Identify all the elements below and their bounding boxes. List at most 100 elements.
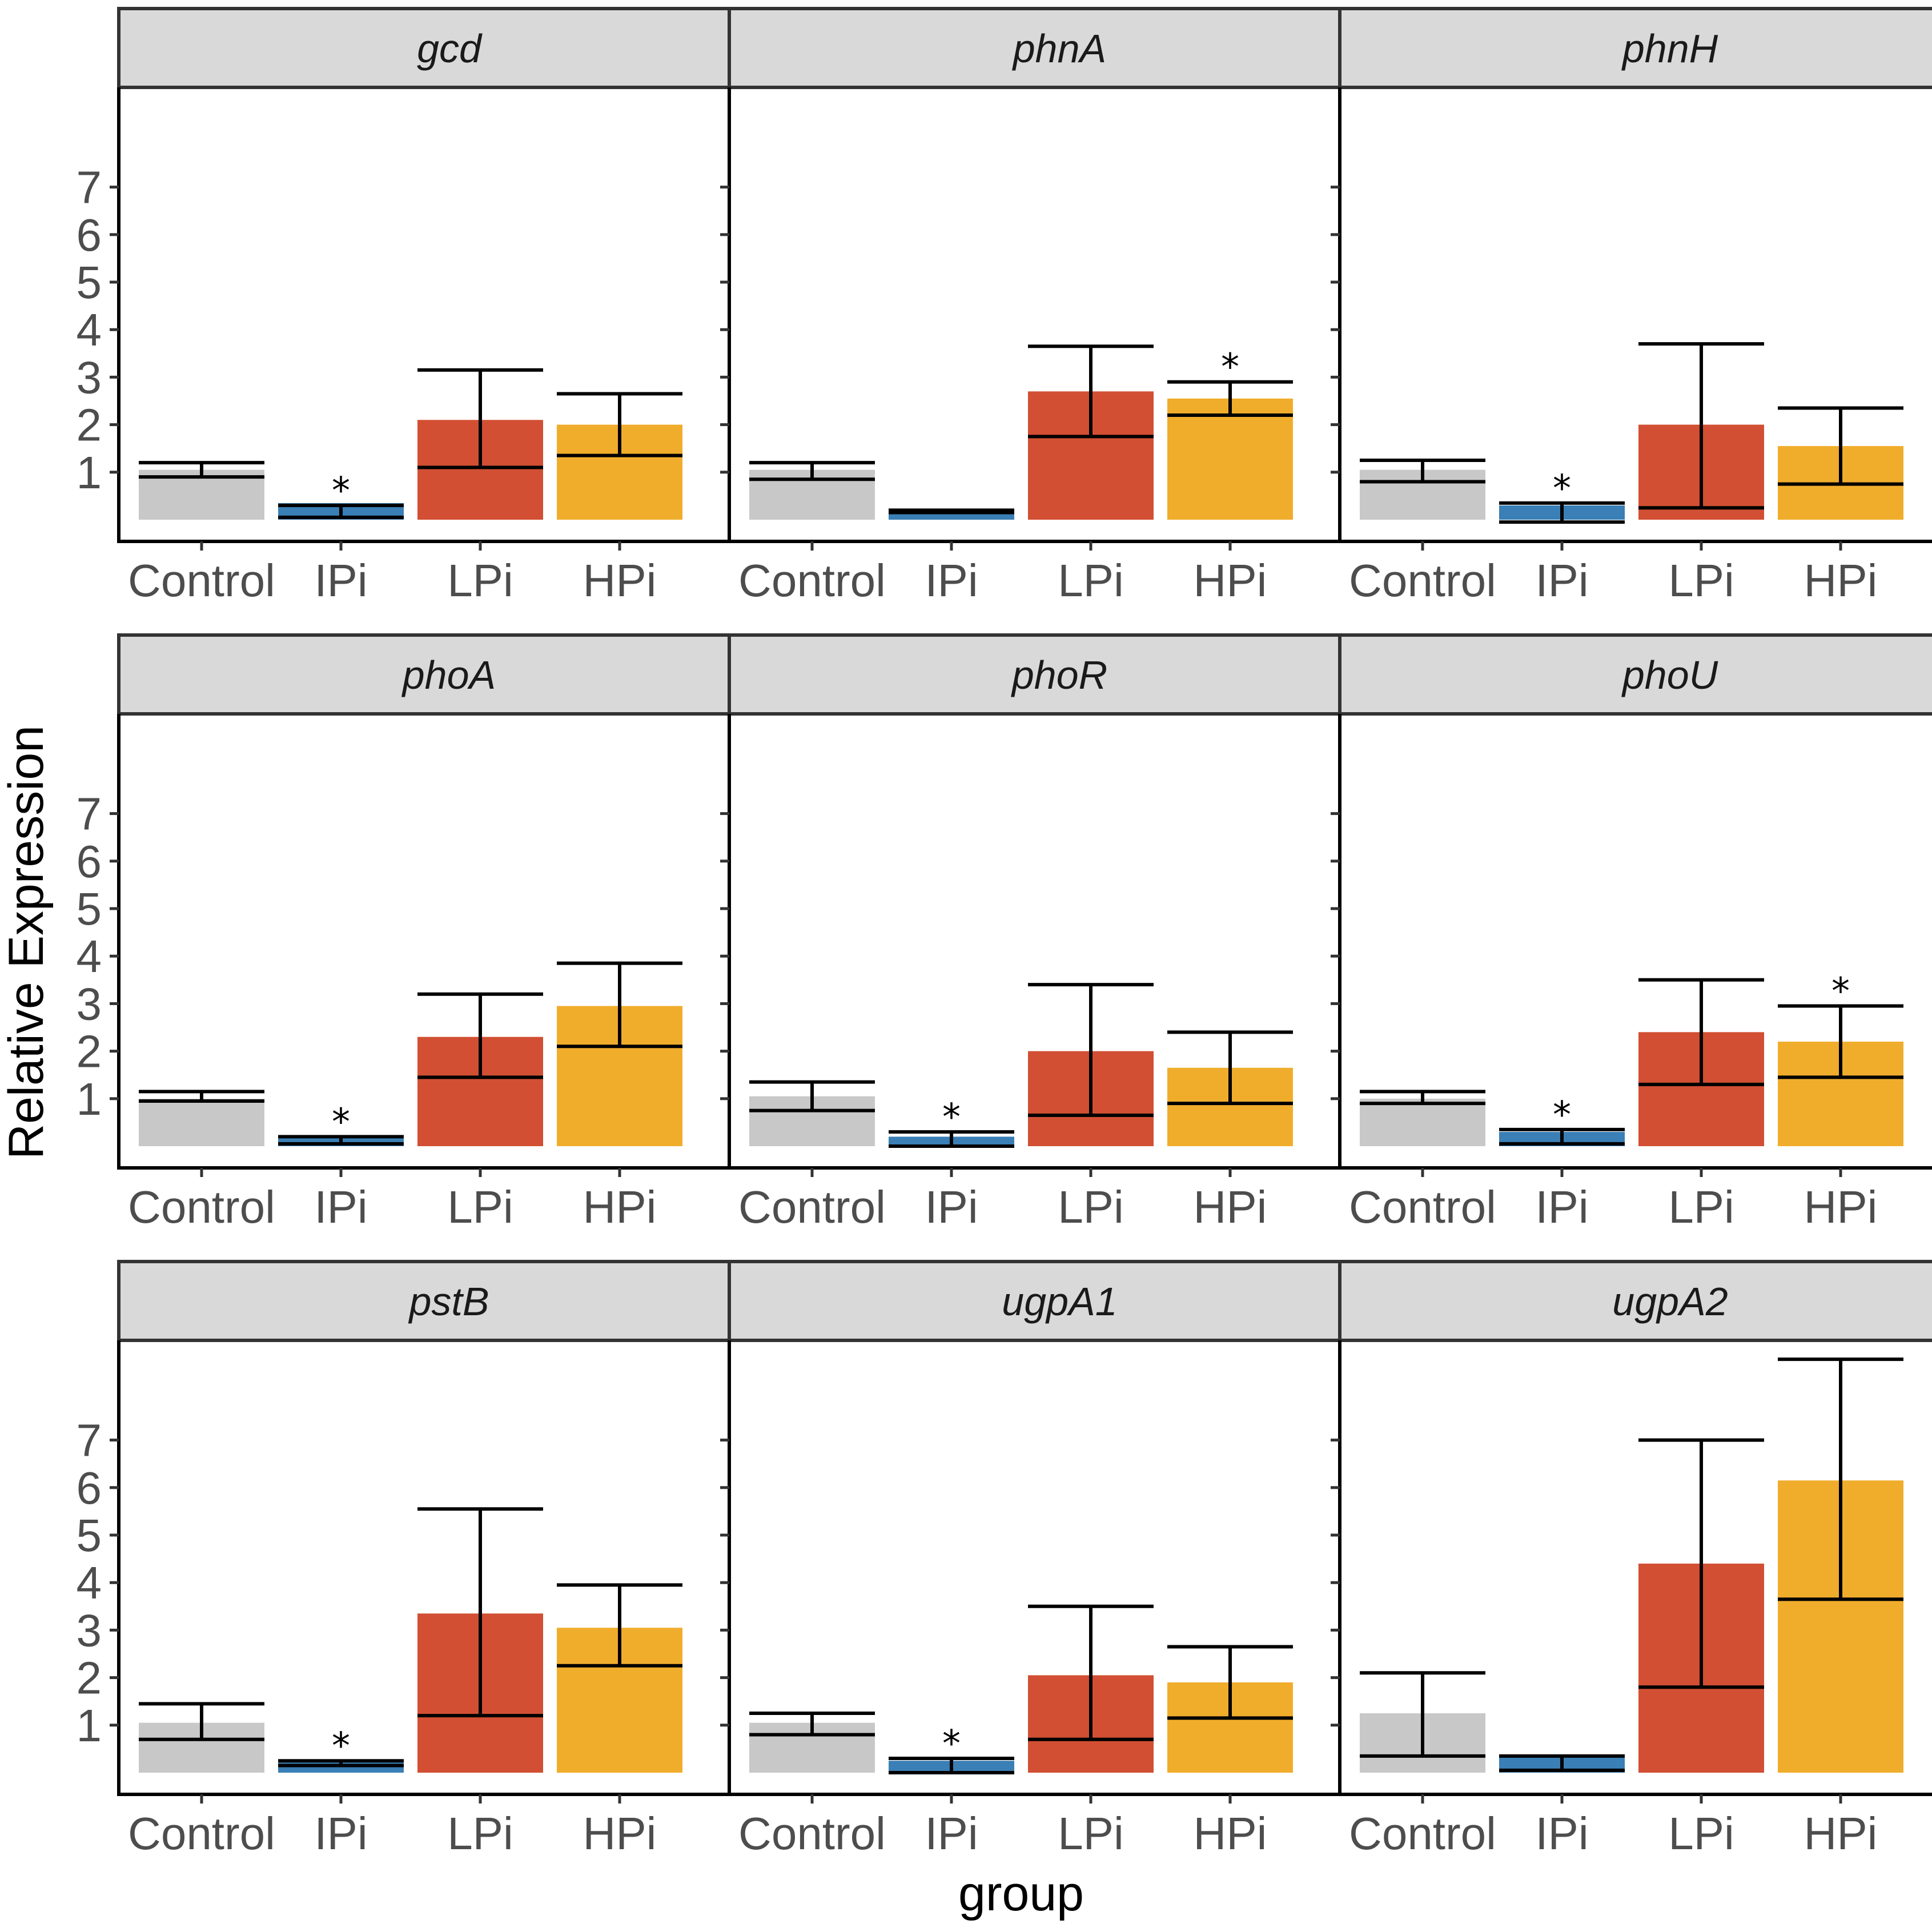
x-tick-label-Control: Control bbox=[738, 1808, 886, 1859]
errorbar-phoU-LPi bbox=[1638, 978, 1764, 1086]
panel-phoR: phoR * Control IPi LPi HPi bbox=[720, 633, 1392, 1232]
significance-star-phoR-IPi: * bbox=[942, 1096, 961, 1139]
y-tick-label: 1 bbox=[77, 447, 102, 498]
x-tick-label-LPi: LPi bbox=[1058, 1182, 1124, 1232]
strip-phnH bbox=[1338, 7, 1932, 89]
x-tick-label-Control: Control bbox=[128, 1808, 275, 1859]
y-tick-label: 3 bbox=[77, 1605, 102, 1656]
errorbar-pstB-HPi bbox=[557, 1583, 682, 1668]
strip-phoR bbox=[728, 633, 1392, 716]
y-tick-label: 2 bbox=[77, 400, 102, 451]
x-tick-label-Control: Control bbox=[1349, 555, 1496, 606]
errorbar-ugpA1-Control bbox=[749, 1712, 875, 1737]
strip-label-gcd: gcd bbox=[417, 26, 483, 71]
bar-phoU-Control bbox=[1360, 1098, 1485, 1146]
x-tick-label-IPi: IPi bbox=[925, 1182, 978, 1232]
significance-star-phoU-IPi: * bbox=[1553, 1094, 1571, 1136]
errorbar-phnA-Control bbox=[749, 461, 875, 481]
errorbar-gcd-Control bbox=[139, 461, 264, 479]
x-tick-label-Control: Control bbox=[128, 1182, 275, 1232]
errorbar-phoR-Control bbox=[749, 1080, 875, 1112]
strip-label-ugpA1: ugpA1 bbox=[1002, 1279, 1117, 1324]
x-tick-label-LPi: LPi bbox=[447, 1182, 513, 1232]
errorbar-phoA-HPi bbox=[557, 961, 682, 1049]
x-tick-label-IPi: IPi bbox=[314, 1182, 367, 1232]
errorbar-ugpA2-IPi bbox=[1499, 1754, 1625, 1772]
y-tick-label: 2 bbox=[77, 1026, 102, 1077]
errorbar-phoU-IPi bbox=[1499, 1127, 1625, 1146]
errorbar-ugpA1-LPi bbox=[1028, 1604, 1154, 1741]
y-tick-label: 1 bbox=[77, 1700, 102, 1751]
errorbar-ugpA2-LPi bbox=[1638, 1438, 1764, 1689]
x-tick-label-IPi: IPi bbox=[314, 1808, 367, 1859]
errorbar-phoU-Control bbox=[1360, 1090, 1485, 1106]
errorbar-phnH-IPi bbox=[1499, 501, 1625, 524]
y-tick-label: 6 bbox=[77, 1463, 102, 1513]
significance-star-gcd-IPi: * bbox=[332, 470, 350, 512]
strip-phoA bbox=[117, 633, 781, 716]
x-tick-label-IPi: IPi bbox=[925, 1808, 978, 1859]
errorbar-gcd-LPi bbox=[417, 368, 543, 469]
x-tick-label-HPi: HPi bbox=[583, 1808, 657, 1859]
errorbar-ugpA1-IPi bbox=[889, 1757, 1014, 1774]
x-tick-label-LPi: LPi bbox=[1668, 1808, 1734, 1859]
y-tick-label: 3 bbox=[77, 352, 102, 403]
strip-label-phoA: phoA bbox=[401, 653, 496, 697]
errorbar-phnH-HPi bbox=[1778, 406, 1903, 486]
errorbar-phnH-Control bbox=[1360, 459, 1485, 484]
y-tick-label: 6 bbox=[77, 210, 102, 260]
x-tick-label-IPi: IPi bbox=[314, 555, 367, 606]
errorbar-phoA-LPi bbox=[417, 992, 543, 1079]
x-tick-label-HPi: HPi bbox=[1804, 1808, 1878, 1859]
y-tick-label: 7 bbox=[77, 789, 102, 840]
errorbar-phnA-IPi bbox=[889, 508, 1014, 515]
x-tick-label-Control: Control bbox=[738, 555, 886, 606]
panel-ugpA1: ugpA1 * Control IPi LPi HPi bbox=[720, 1260, 1392, 1859]
strip-phoU bbox=[1338, 633, 1932, 716]
y-tick-label: 2 bbox=[77, 1653, 102, 1704]
x-tick-label-HPi: HPi bbox=[1804, 555, 1878, 606]
y-tick-label: 4 bbox=[77, 1557, 102, 1608]
x-tick-label-IPi: IPi bbox=[1535, 1182, 1588, 1232]
x-tick-label-HPi: HPi bbox=[583, 1182, 657, 1232]
y-tick-label: 3 bbox=[77, 978, 102, 1029]
errorbar-phnA-HPi bbox=[1167, 380, 1293, 417]
errorbar-phoR-HPi bbox=[1167, 1030, 1293, 1106]
errorbar-gcd-HPi bbox=[557, 392, 682, 457]
x-tick-label-HPi: HPi bbox=[1194, 1808, 1267, 1859]
errorbar-phoA-Control bbox=[139, 1090, 264, 1103]
errorbar-ugpA2-Control bbox=[1360, 1671, 1485, 1758]
bar-phoA-Control bbox=[139, 1098, 264, 1146]
errorbar-pstB-IPi bbox=[278, 1759, 404, 1768]
x-tick-label-LPi: LPi bbox=[1058, 555, 1124, 606]
strip-label-pstB: pstB bbox=[408, 1279, 489, 1324]
panel-ugpA2: ugpA2 Control IPi LPi HPi bbox=[1331, 1260, 1932, 1859]
x-tick-label-LPi: LPi bbox=[447, 555, 513, 606]
errorbar-pstB-Control bbox=[139, 1702, 264, 1741]
x-tick-label-Control: Control bbox=[738, 1182, 886, 1232]
significance-star-ugpA1-IPi: * bbox=[942, 1723, 961, 1765]
y-tick-label: 6 bbox=[77, 836, 102, 887]
significance-star-phnH-IPi: * bbox=[1553, 468, 1571, 510]
x-tick-label-LPi: LPi bbox=[1668, 1182, 1734, 1232]
y-tick-label: 5 bbox=[77, 883, 102, 934]
errorbar-phoR-LPi bbox=[1028, 983, 1154, 1117]
y-axis-title: Relative Expression bbox=[0, 725, 54, 1159]
x-tick-label-LPi: LPi bbox=[1668, 555, 1734, 606]
x-tick-label-IPi: IPi bbox=[925, 555, 978, 606]
x-tick-label-LPi: LPi bbox=[1058, 1808, 1124, 1859]
errorbar-gcd-IPi bbox=[278, 504, 404, 519]
x-tick-label-IPi: IPi bbox=[1535, 1808, 1588, 1859]
errorbar-ugpA2-HPi bbox=[1778, 1357, 1903, 1601]
significance-star-phoU-HPi: * bbox=[1831, 971, 1850, 1013]
y-tick-label: 7 bbox=[77, 1415, 102, 1466]
y-tick-label: 5 bbox=[77, 1510, 102, 1561]
y-tick-label: 7 bbox=[77, 162, 102, 213]
x-tick-label-HPi: HPi bbox=[1194, 1182, 1267, 1232]
significance-star-pstB-IPi: * bbox=[332, 1725, 350, 1768]
strip-label-ugpA2: ugpA2 bbox=[1612, 1279, 1728, 1324]
errorbar-phnA-LPi bbox=[1028, 344, 1154, 439]
